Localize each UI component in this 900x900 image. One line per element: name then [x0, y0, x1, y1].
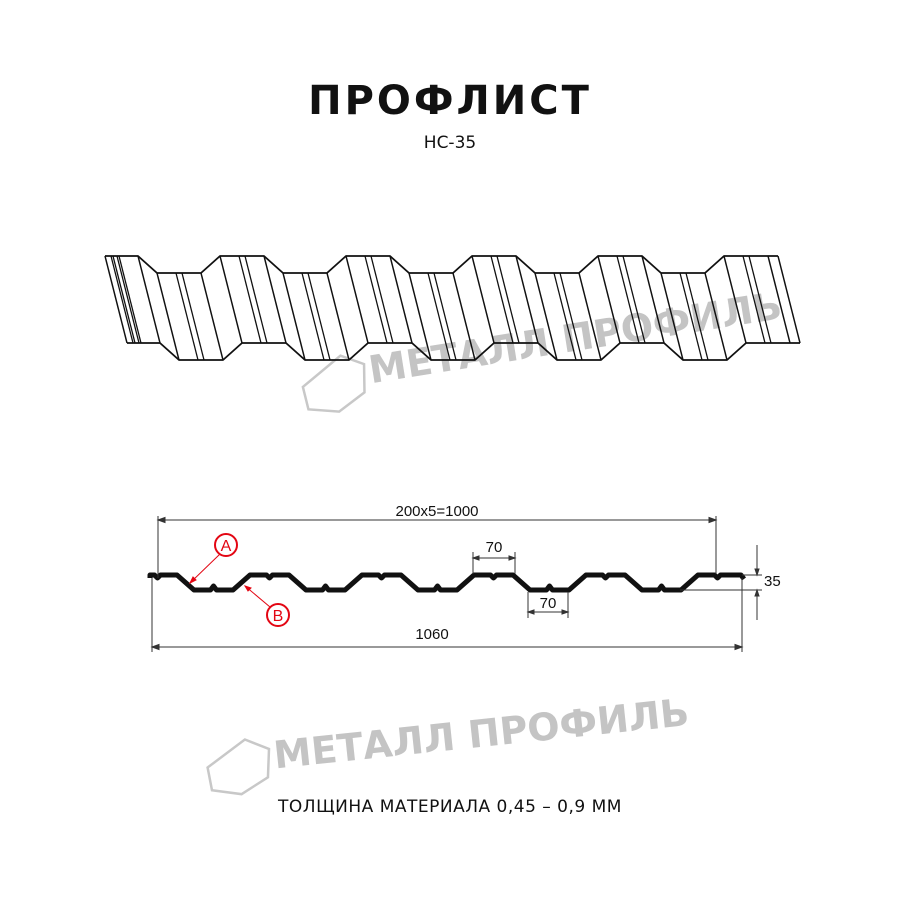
sheet-groove-line [685, 272, 709, 361]
sheet-groove-line [433, 272, 457, 361]
sheet-groove-line [622, 255, 646, 344]
sheet-groove-line [427, 272, 451, 361]
sheet-fold-line [137, 255, 161, 344]
sheet-groove-line [301, 272, 325, 361]
sheet-groove-line [181, 272, 205, 361]
pitch-dimension-label: 200x5=1000 [396, 503, 479, 520]
sheet-fold-line [578, 272, 602, 361]
sheet-fold-line [641, 255, 665, 344]
sheet-groove-line [364, 255, 388, 344]
overall-width-dimension-label: 1060 [415, 626, 448, 643]
dimensions [150, 516, 762, 652]
sheet-fold-line [515, 255, 539, 344]
sheet-groove-line [742, 255, 766, 344]
sheet-fold-line [777, 255, 801, 344]
sheet-3d-view [104, 255, 801, 361]
sheet-groove-line [553, 272, 577, 361]
sheet-fold-line [104, 255, 128, 344]
top-width-dimension-label: 70 [486, 539, 503, 556]
height-dimension-label: 35 [764, 573, 781, 590]
sheet-groove-line [496, 255, 520, 344]
sheet-fold-line [723, 255, 747, 344]
sheet-fold-line [345, 255, 369, 344]
page-title: ПРОФЛИСТ [308, 78, 592, 124]
sheet-groove-line [175, 272, 199, 361]
sheet-groove-line [616, 255, 640, 344]
bottom-width-dimension-label: 70 [540, 595, 557, 612]
sheet-fold-line [660, 272, 684, 361]
sheet-front-edge [105, 255, 778, 274]
profile-model: НС-35 [423, 133, 477, 153]
label-a: A [221, 538, 232, 555]
label-b: B [273, 608, 284, 625]
sheet-fold-line [704, 272, 728, 361]
sheet-fold-line [767, 255, 791, 344]
watermark-text: МЕТАЛЛ ПРОФИЛЬ [271, 690, 691, 777]
sheet-edge-line [110, 255, 134, 344]
sheet-fold-line [263, 255, 287, 344]
sheet-groove-line [370, 255, 394, 344]
material-thickness: ТОЛЩИНА МАТЕРИАЛА 0,45 – 0,9 ММ [278, 797, 622, 817]
sheet-groove-line [244, 255, 268, 344]
sheet-fold-line [408, 272, 432, 361]
sheet-groove-line [238, 255, 262, 344]
sheet-fold-line [200, 272, 224, 361]
sheet-fold-line [156, 272, 180, 361]
sheet-groove-line [112, 255, 136, 344]
cross-section [147, 572, 746, 593]
sheet-groove-line [679, 272, 703, 361]
sheet-fold-line [471, 255, 495, 344]
sheet-fold-line [534, 272, 558, 361]
sheet-groove-line [748, 255, 772, 344]
sheet-groove-line [307, 272, 331, 361]
sheet-edge-line [116, 255, 140, 344]
sheet-fold-line [389, 255, 413, 344]
watermark-logo-bottom: МЕТАЛЛ ПРОФИЛЬ [206, 690, 691, 796]
sheet-fold-line [597, 255, 621, 344]
sheet-groove-line [559, 272, 583, 361]
sheet-fold-line [452, 272, 476, 361]
sheet-fold-line [282, 272, 306, 361]
sheet-groove-line [490, 255, 514, 344]
profile-section-line [147, 572, 746, 593]
sheet-fold-line [219, 255, 243, 344]
sheet-fold-line [326, 272, 350, 361]
sheet-groove-line [118, 255, 142, 344]
